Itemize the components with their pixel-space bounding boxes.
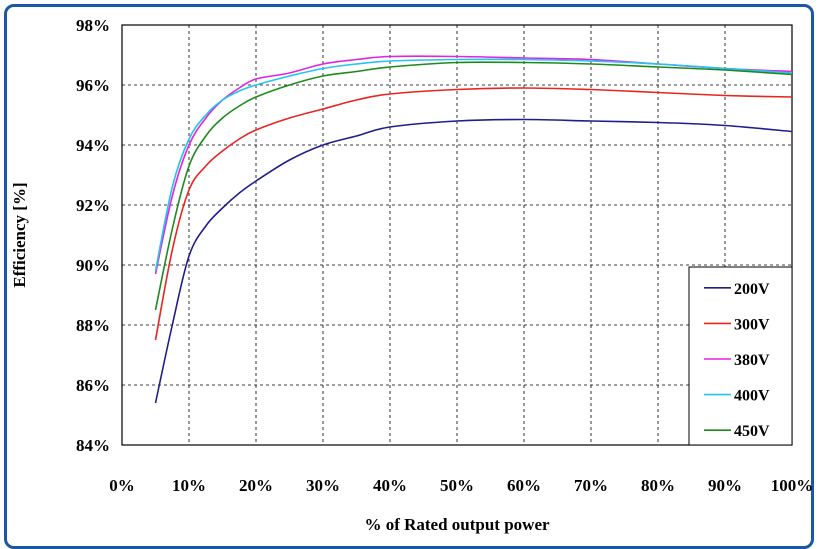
y-tick-labels: 84% 86% 88% 90% 92% 94% 96% 98% (76, 16, 110, 455)
grid (122, 25, 792, 445)
legend-label-450V: 450V (734, 423, 770, 440)
x-tick-label: 30% (306, 476, 340, 495)
y-tick-label: 94% (76, 136, 110, 155)
x-tick-label: 40% (373, 476, 407, 495)
y-tick-label: 84% (76, 436, 110, 455)
series-lines (154, 55, 793, 404)
series-line-380V (154, 55, 793, 275)
y-tick-label: 88% (76, 316, 110, 335)
y-tick-label: 98% (76, 16, 110, 35)
y-tick-label: 92% (76, 196, 110, 215)
x-tick-label: 0% (109, 476, 135, 495)
x-axis-title: % of Rated output power (364, 515, 550, 534)
y-tick-label: 96% (76, 76, 110, 95)
plot-area (121, 24, 793, 446)
series-line-450V (154, 61, 793, 311)
series-line-400V (154, 58, 793, 272)
series-line-200V (154, 118, 793, 404)
x-tick-label: 60% (507, 476, 541, 495)
legend-label-380V: 380V (734, 352, 770, 369)
legend-label-400V: 400V (734, 388, 770, 405)
x-tick-label: 100% (771, 476, 814, 495)
x-tick-label: 80% (641, 476, 675, 495)
x-tick-label: 70% (574, 476, 608, 495)
series-line-300V (154, 87, 793, 341)
y-axis-title: Efficiency [%] (10, 182, 29, 287)
legend: 200V 300V 380V 400V 450V (688, 266, 793, 446)
legend-label-300V: 300V (734, 316, 770, 333)
y-tick-label: 90% (76, 256, 110, 275)
legend-box (688, 266, 793, 446)
x-tick-label: 20% (239, 476, 273, 495)
x-tick-labels: 0% 10% 20% 30% 40% 50% 60% 70% 80% 90% 100% (109, 476, 813, 495)
x-tick-label: 10% (172, 476, 206, 495)
x-tick-label: 50% (440, 476, 474, 495)
x-tick-label: 90% (708, 476, 742, 495)
y-tick-label: 86% (76, 376, 110, 395)
legend-label-200V: 200V (734, 281, 770, 298)
